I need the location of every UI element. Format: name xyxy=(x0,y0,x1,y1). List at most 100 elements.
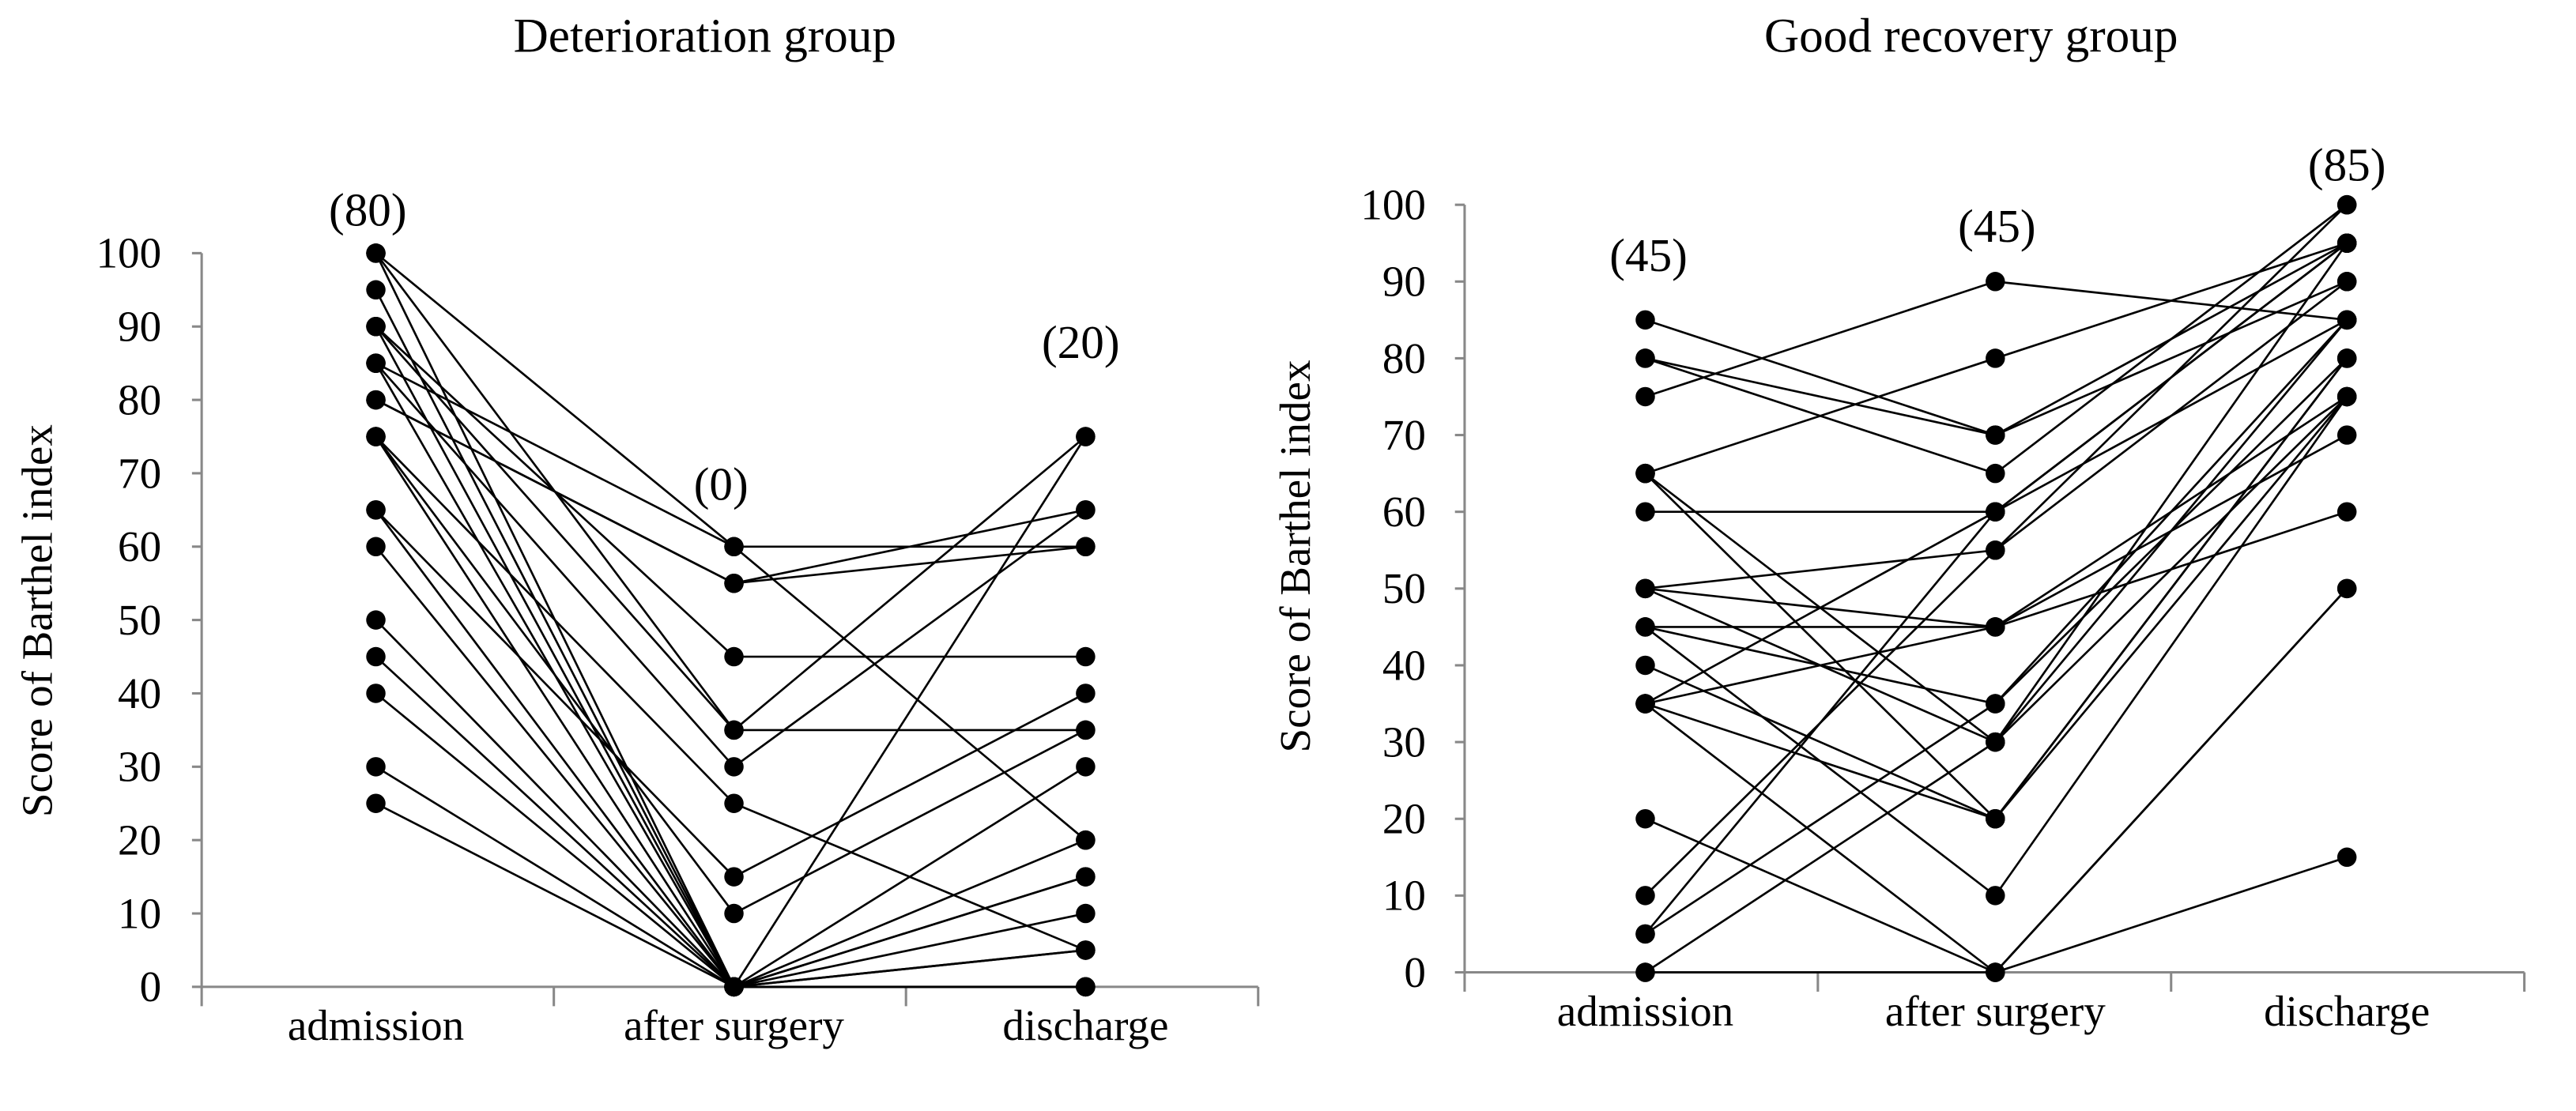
data-point xyxy=(1986,962,2005,982)
y-tick-label: 100 xyxy=(96,229,161,277)
data-point xyxy=(1635,694,1655,714)
data-point xyxy=(1986,272,2005,292)
data-point xyxy=(1986,348,2005,368)
data-point xyxy=(1986,732,2005,752)
data-point xyxy=(1635,578,1655,599)
patient-line xyxy=(1644,396,2348,744)
data-point xyxy=(724,646,744,667)
data-point xyxy=(1635,886,1655,906)
data-point xyxy=(2337,578,2357,599)
data-point xyxy=(2337,194,2357,215)
y-tick-label: 20 xyxy=(1382,795,1426,843)
data-point xyxy=(1635,463,1655,484)
y-tick-label: 80 xyxy=(1382,334,1426,382)
y-tick-label: 100 xyxy=(1360,181,1426,229)
data-point xyxy=(2337,425,2357,445)
y-tick-label: 0 xyxy=(1404,948,1426,996)
data-point xyxy=(1986,502,2005,522)
y-tick-label: 50 xyxy=(1382,564,1426,612)
data-point xyxy=(1635,502,1655,522)
patient-line xyxy=(375,656,1086,989)
data-point xyxy=(1076,867,1096,887)
data-point xyxy=(1076,427,1096,446)
y-tick-label: 20 xyxy=(118,816,161,864)
data-point xyxy=(366,757,386,777)
y-tick-label: 10 xyxy=(118,889,161,937)
y-tick-label: 10 xyxy=(1382,872,1426,920)
patient-line xyxy=(375,802,1086,989)
data-point xyxy=(366,243,386,263)
data-point xyxy=(2337,847,2357,868)
patient-line xyxy=(375,509,1087,879)
y-tick-label: 70 xyxy=(1382,411,1426,459)
patient-line xyxy=(375,326,1086,732)
data-point xyxy=(1076,500,1096,520)
data-point xyxy=(366,390,386,410)
y-tick-label: 40 xyxy=(118,669,161,717)
data-point xyxy=(724,977,744,997)
data-point xyxy=(366,280,386,300)
x-tick-label: after surgery xyxy=(624,1001,844,1049)
data-point xyxy=(1076,903,1096,924)
patient-line xyxy=(375,435,1087,989)
chart-title: Good recovery group xyxy=(1764,9,2178,62)
x-tick-label: after surgery xyxy=(1885,987,2106,1035)
data-point xyxy=(366,646,386,667)
y-tick-label: 90 xyxy=(118,303,161,351)
median-label: (20) xyxy=(1042,316,1120,368)
y-tick-label: 30 xyxy=(1382,717,1426,766)
data-point xyxy=(366,684,386,703)
patient-line xyxy=(1644,281,2348,897)
patient-line xyxy=(1645,280,2348,398)
x-tick-label: admission xyxy=(288,1001,464,1049)
data-point xyxy=(366,500,386,520)
good-recovery-panel: Good recovery group Score of Barthel ind… xyxy=(1271,9,2526,1035)
x-tick-label: discharge xyxy=(1002,1001,1168,1049)
patient-line xyxy=(375,435,1087,989)
data-point xyxy=(2337,348,2357,368)
data-point xyxy=(1635,962,1655,982)
data-point xyxy=(724,757,744,777)
deterioration-panel: Deterioration group Score of Barthel ind… xyxy=(13,9,1260,1049)
data-point xyxy=(1986,808,2005,829)
data-point xyxy=(1076,977,1096,997)
median-label: (0) xyxy=(694,458,749,510)
data-point xyxy=(1986,617,2005,637)
data-point xyxy=(724,720,744,740)
patient-line xyxy=(1645,396,2348,820)
data-point xyxy=(1635,386,1655,407)
y-tick-label: 30 xyxy=(118,743,161,791)
data-point xyxy=(1635,655,1655,676)
patient-line xyxy=(1645,510,2348,628)
median-label: (45) xyxy=(1958,200,2036,252)
data-point xyxy=(366,793,386,813)
y-axis-label: Score of Barthel index xyxy=(1271,360,1319,752)
data-point xyxy=(1635,310,1655,330)
data-point xyxy=(1076,940,1096,960)
data-point xyxy=(2337,272,2357,292)
data-point xyxy=(366,610,386,630)
data-point xyxy=(1635,617,1655,637)
data-point xyxy=(1986,886,2005,906)
patient-line xyxy=(1645,204,2348,590)
data-point xyxy=(724,867,744,887)
data-point xyxy=(1986,425,2005,445)
data-point xyxy=(724,537,744,557)
data-point xyxy=(366,537,386,557)
patient-line xyxy=(375,362,1086,989)
data-point xyxy=(1076,720,1096,740)
median-label: (45) xyxy=(1609,229,1688,281)
data-point xyxy=(2337,386,2357,407)
x-tick-label: discharge xyxy=(2264,987,2430,1035)
data-point xyxy=(1076,757,1096,777)
chart-title: Deterioration group xyxy=(514,9,896,62)
data-point xyxy=(724,793,744,813)
data-point xyxy=(1635,924,1655,944)
y-tick-label: 60 xyxy=(118,522,161,571)
y-tick-label: 80 xyxy=(118,375,161,424)
y-tick-label: 40 xyxy=(1382,641,1426,689)
data-point xyxy=(1076,537,1096,557)
data-point xyxy=(366,427,386,446)
x-tick-label: admission xyxy=(1557,987,1733,1035)
